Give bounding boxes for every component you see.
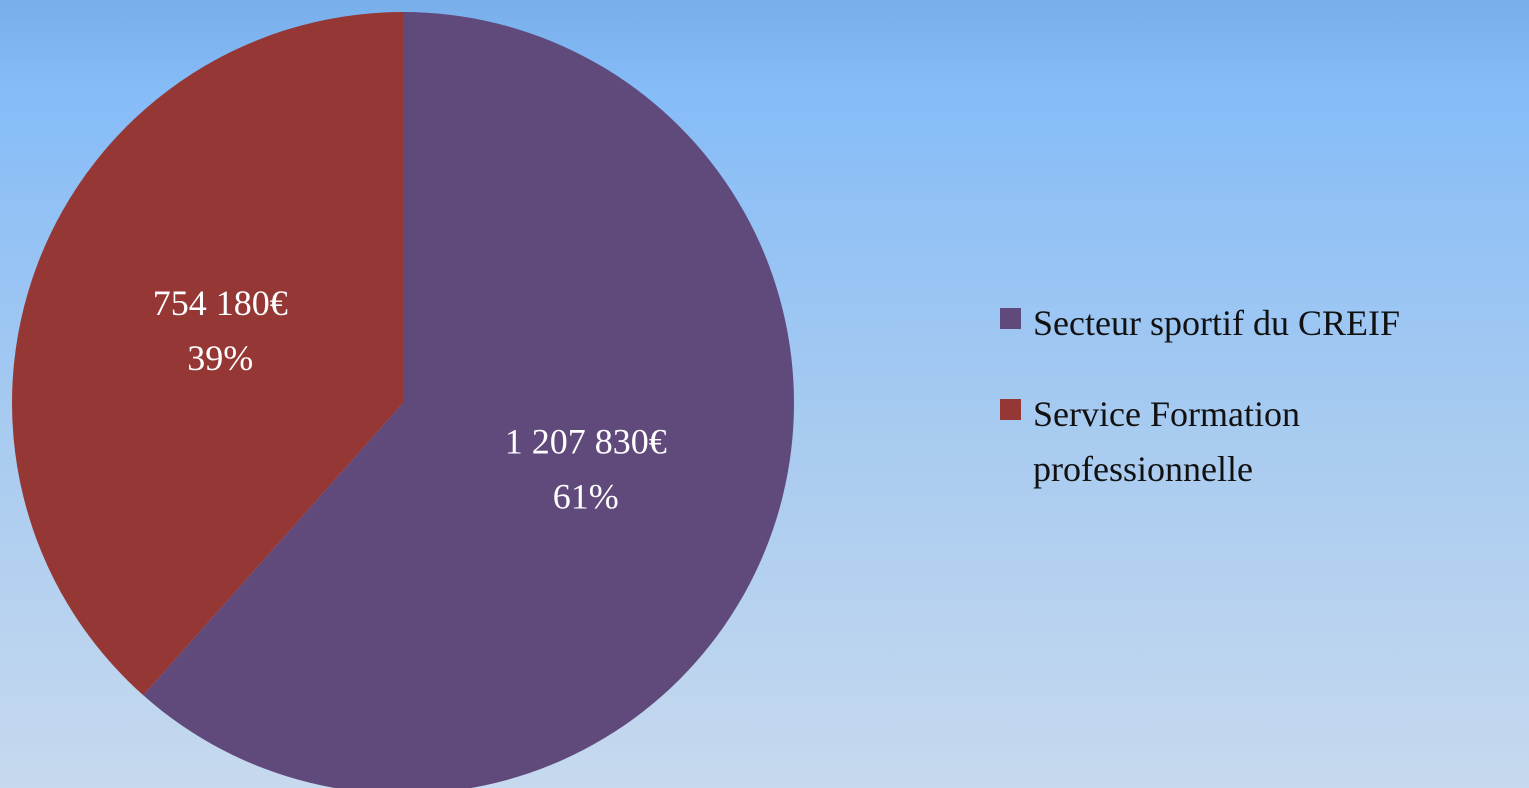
legend-label: Service Formation professionnelle bbox=[1033, 394, 1300, 489]
slice-value-label: 754 180€ bbox=[153, 283, 288, 323]
legend-swatch bbox=[1000, 308, 1021, 329]
legend: Secteur sportif du CREIF Service Formatio… bbox=[1000, 296, 1473, 533]
legend-item: Service Formation professionnelle bbox=[1000, 387, 1473, 497]
legend-item: Secteur sportif du CREIF bbox=[1000, 296, 1473, 351]
pie-chart: 1 207 830€ 61% 754 180€ 39% bbox=[11, 12, 794, 788]
legend-swatch bbox=[1000, 399, 1021, 420]
pie-slice bbox=[143, 12, 794, 788]
pie-slice bbox=[11, 12, 403, 696]
slice-value-label: 1 207 830€ bbox=[505, 422, 667, 462]
slice-percent-label: 61% bbox=[553, 477, 619, 517]
legend-label: Secteur sportif du CREIF bbox=[1033, 303, 1400, 343]
slice-percent-label: 39% bbox=[187, 338, 253, 378]
